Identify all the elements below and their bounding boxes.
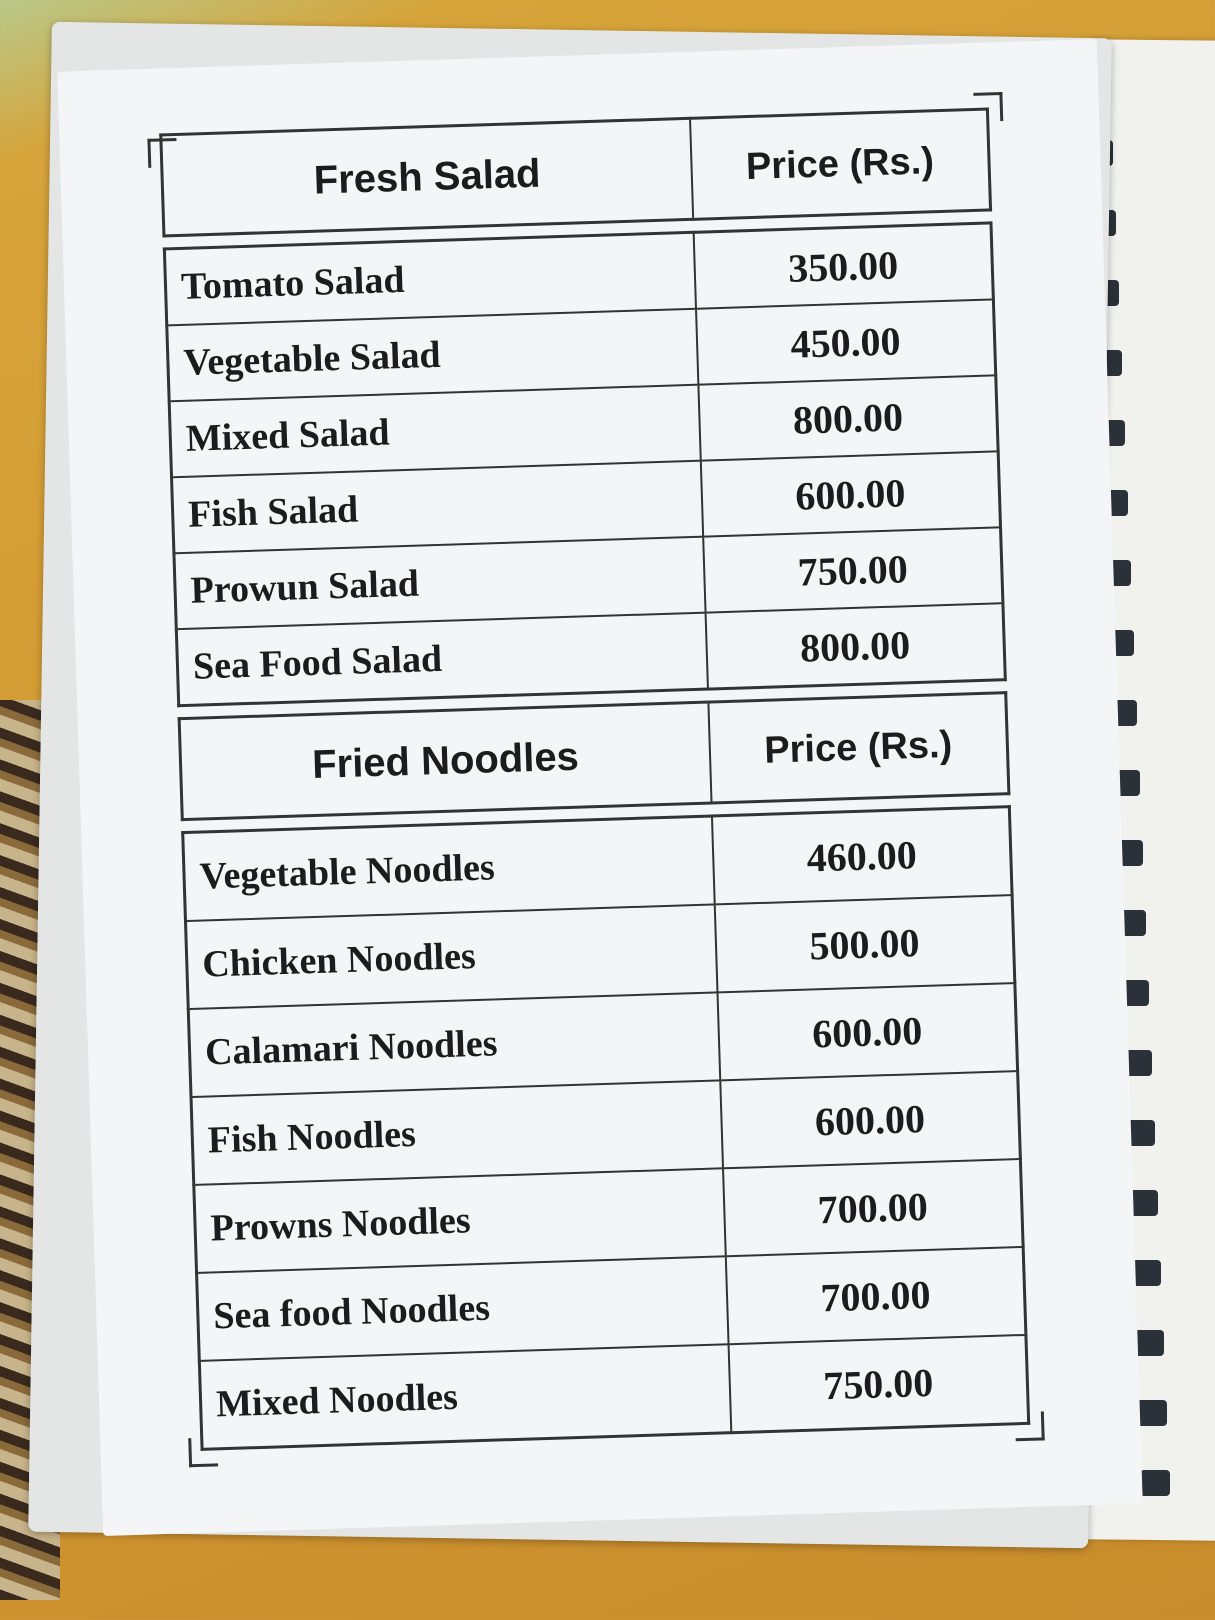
item-name: Prowns Noodles bbox=[193, 1168, 726, 1273]
item-price: 450.00 bbox=[695, 299, 996, 385]
item-price: 600.00 bbox=[720, 1071, 1021, 1169]
price-header: Price (Rs.) bbox=[708, 692, 1009, 804]
section-fresh-salad: Fresh Salad Price (Rs.) Tomato Salad 350.… bbox=[159, 107, 1007, 708]
items-table: Tomato Salad 350.00 Vegetable Salad 450.00 M… bbox=[162, 221, 1007, 708]
item-name: Fish Noodles bbox=[191, 1080, 723, 1185]
item-name: Mixed Noodles bbox=[199, 1344, 732, 1450]
binding-ring bbox=[1131, 1260, 1161, 1286]
item-name: Vegetable Noodles bbox=[182, 816, 715, 922]
section-fried-noodles: Fried Noodles Price (Rs.) Vegetable Nood… bbox=[177, 691, 1031, 1451]
binding-ring bbox=[1140, 1470, 1170, 1496]
item-price: 600.00 bbox=[700, 451, 1001, 537]
item-price: 800.00 bbox=[698, 375, 999, 461]
menu: Fresh Salad Price (Rs.) Tomato Salad 350.… bbox=[159, 107, 1031, 1451]
section-title: Fresh Salad bbox=[160, 118, 693, 236]
item-price: 750.00 bbox=[702, 527, 1003, 613]
item-price: 460.00 bbox=[711, 806, 1013, 905]
binding-ring bbox=[1137, 1400, 1167, 1426]
item-name: Calamari Noodles bbox=[188, 992, 721, 1097]
items-table: Vegetable Noodles 460.00 Chicken Noodles 50… bbox=[181, 805, 1031, 1451]
price-header: Price (Rs.) bbox=[689, 108, 991, 220]
item-price: 700.00 bbox=[725, 1246, 1026, 1345]
item-price: 500.00 bbox=[714, 895, 1015, 993]
item-price: 800.00 bbox=[705, 603, 1006, 690]
item-price: 700.00 bbox=[722, 1158, 1024, 1257]
section-title: Fried Noodles bbox=[179, 702, 712, 820]
binding-ring bbox=[1134, 1330, 1164, 1356]
item-name: Sea food Noodles bbox=[196, 1256, 729, 1361]
item-name: Chicken Noodles bbox=[185, 904, 718, 1010]
item-price: 350.00 bbox=[693, 222, 994, 309]
item-name: Sea Food Salad bbox=[176, 612, 708, 706]
menu-page: Fresh Salad Price (Rs.) Tomato Salad 350.… bbox=[57, 39, 1143, 1536]
item-price: 750.00 bbox=[728, 1334, 1029, 1433]
item-price: 600.00 bbox=[717, 983, 1018, 1081]
